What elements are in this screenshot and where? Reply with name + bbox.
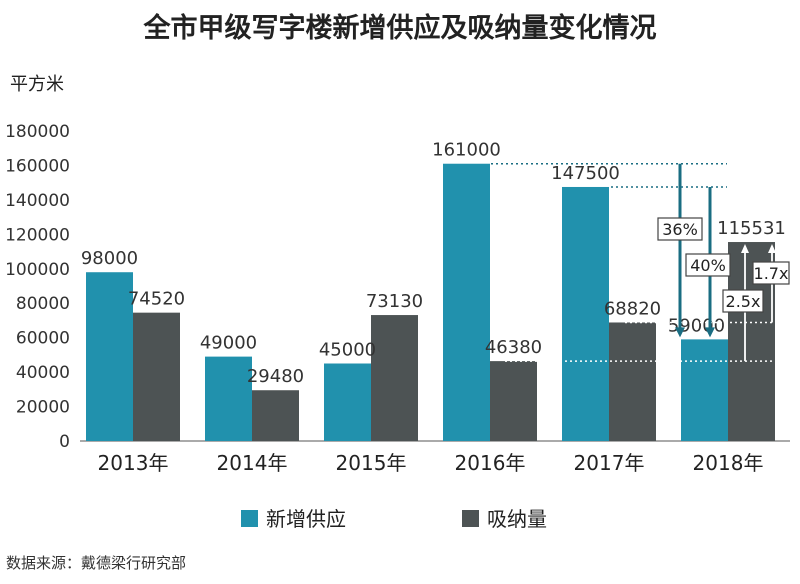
y-tick-label: 140000 bbox=[5, 191, 70, 211]
arrow-36pct-head bbox=[675, 327, 685, 338]
data-label-supply: 49000 bbox=[200, 333, 257, 354]
arrow-40pct-head bbox=[705, 327, 715, 338]
y-tick-label: 80000 bbox=[16, 294, 70, 314]
data-label-absorption: 115531 bbox=[717, 218, 786, 239]
arrow-1p7x-head bbox=[768, 244, 776, 254]
chart-title: 全市甲级写字楼新增供应及吸纳量变化情况 bbox=[143, 13, 657, 44]
data-label-absorption: 73130 bbox=[366, 291, 423, 312]
bar-supply bbox=[86, 272, 133, 441]
data-label-supply: 98000 bbox=[81, 248, 138, 269]
x-tick-label: 2013年 bbox=[98, 451, 169, 475]
data-label-supply: 45000 bbox=[319, 340, 376, 361]
x-tick-label: 2018年 bbox=[693, 451, 764, 475]
annotation-40pct-label: 40% bbox=[690, 256, 726, 275]
data-label-absorption: 68820 bbox=[604, 298, 661, 319]
legend-label-absorption: 吸纳量 bbox=[487, 507, 547, 531]
bar-absorption bbox=[490, 361, 537, 441]
annotation-1p7x-label: 1.7x bbox=[754, 264, 789, 283]
annotation-2p5x-box bbox=[722, 289, 764, 313]
data-label-supply: 147500 bbox=[551, 163, 620, 184]
y-tick-label: 20000 bbox=[16, 398, 70, 418]
y-tick-label: 160000 bbox=[5, 156, 70, 176]
y-tick-label: 180000 bbox=[5, 122, 70, 142]
bar-absorption bbox=[252, 390, 299, 441]
y-tick-label: 100000 bbox=[5, 260, 70, 280]
annotation-2p5x-label: 2.5x bbox=[726, 292, 761, 311]
annotation-36pct-label: 36% bbox=[662, 220, 698, 239]
x-tick-label: 2016年 bbox=[455, 451, 526, 475]
legend-swatch-supply bbox=[241, 510, 258, 527]
x-tick-label: 2017年 bbox=[574, 451, 645, 475]
annotation-36pct-box bbox=[657, 217, 703, 241]
data-label-absorption: 29480 bbox=[247, 366, 304, 387]
y-tick-label: 60000 bbox=[16, 329, 70, 349]
bar-supply bbox=[562, 186, 609, 441]
data-source-note: 数据来源：戴德梁行研究部 bbox=[6, 554, 187, 572]
data-label-supply: 161000 bbox=[432, 140, 501, 161]
annotation-40pct-box bbox=[685, 253, 731, 277]
legend-label-supply: 新增供应 bbox=[266, 507, 346, 531]
data-label-absorption: 74520 bbox=[128, 289, 185, 310]
data-label-supply: 59000 bbox=[668, 315, 725, 336]
bar-supply bbox=[443, 163, 490, 441]
bar-supply bbox=[681, 339, 728, 441]
legend-swatch-absorption bbox=[462, 510, 479, 527]
y-tick-label: 120000 bbox=[5, 225, 70, 245]
y-tick-label: 40000 bbox=[16, 363, 70, 383]
y-axis-unit: 平方米 bbox=[10, 74, 64, 95]
bar-supply bbox=[324, 363, 371, 441]
y-tick-label: 0 bbox=[59, 432, 70, 452]
bar-absorption bbox=[609, 322, 656, 441]
x-tick-label: 2014年 bbox=[217, 451, 288, 475]
x-tick-label: 2015年 bbox=[336, 451, 407, 475]
annotation-1p7x-box bbox=[752, 261, 790, 285]
bar-absorption bbox=[133, 312, 180, 441]
bar-supply bbox=[205, 356, 252, 441]
arrow-2p5x-head bbox=[741, 244, 749, 254]
bar-absorption bbox=[371, 315, 418, 441]
data-label-absorption: 46380 bbox=[485, 337, 542, 358]
